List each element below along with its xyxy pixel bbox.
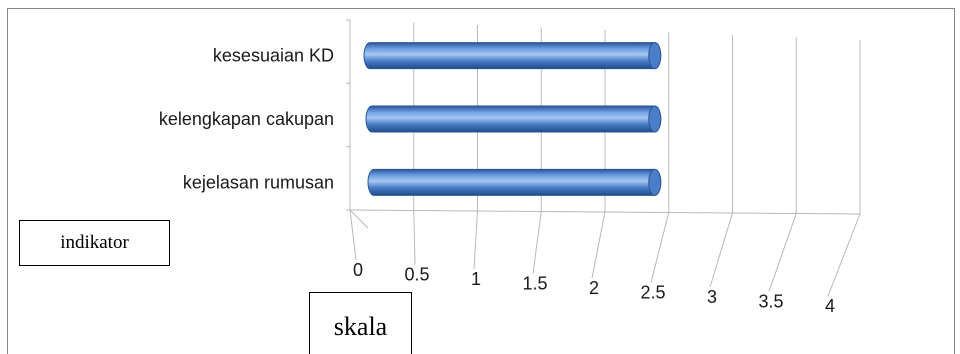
y-axis: kesesuaian KD kelengkapan cakupan kejelasa… [159, 19, 350, 211]
x-axis-title: skala [309, 292, 412, 354]
grid [349, 20, 861, 297]
x-tick-label: 0 [353, 260, 363, 280]
bar-cap [648, 168, 662, 196]
floor-gridline [768, 213, 797, 292]
floor-gridline [413, 210, 416, 265]
x-tick-label: 2 [589, 278, 599, 298]
bar-cap [648, 105, 662, 133]
bar-body [365, 105, 662, 133]
y-tick-label: kejelasan rumusan [183, 172, 334, 192]
x-axis: 0 0.5 1 1.5 2 2.5 3 3.5 4 [353, 260, 835, 316]
x-tick-label: 0.5 [404, 265, 429, 285]
bar [367, 168, 662, 196]
bar [363, 42, 662, 70]
bar-cap [648, 42, 662, 70]
x-tick-label: 1.5 [522, 274, 547, 294]
floor-gridline [591, 211, 606, 279]
y-axis-title: indikator [19, 220, 170, 266]
x-tick-label: 3.5 [758, 292, 783, 312]
floor-gridline [827, 213, 861, 297]
bar-body [367, 168, 662, 196]
floor-gridline [532, 211, 542, 274]
bars [363, 42, 662, 196]
floor-back-edge [349, 209, 861, 215]
x-tick-label: 3 [707, 287, 717, 307]
floor-gridline [650, 212, 670, 283]
floor-gridline [349, 209, 357, 261]
chart-frame [7, 8, 955, 354]
y-tick-label: kesesuaian KD [213, 46, 334, 66]
x-tick-label: 1 [471, 269, 481, 289]
floor-gridline [473, 210, 478, 270]
y-tick-label: kelengkapan cakupan [159, 109, 334, 129]
bar [365, 105, 662, 133]
floor-left-edge [349, 209, 369, 229]
floor-gridline [709, 212, 733, 288]
x-tick-label: 2.5 [640, 283, 665, 303]
bar-body [363, 42, 662, 70]
x-tick-label: 4 [825, 296, 835, 316]
